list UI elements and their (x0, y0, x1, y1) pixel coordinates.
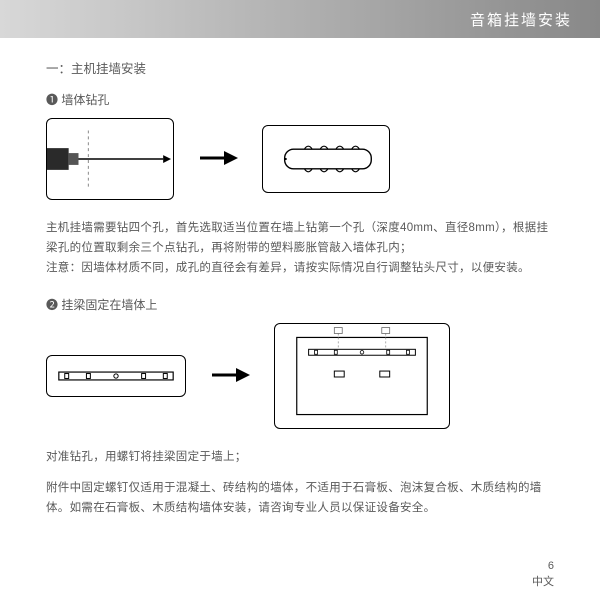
step2-text1: 对准钻孔，用螺钉将挂梁固定于墙上； (46, 447, 554, 467)
header-title: 音箱挂墙安装 (470, 9, 572, 30)
page-footer: 6 中文 (532, 559, 554, 590)
arrow-icon (198, 143, 238, 175)
step1-text: 主机挂墙需要钻四个孔，首先选取适当位置在墙上钻第一个孔（深度40mm、直径8mm… (46, 218, 554, 278)
bracket-diagram (46, 355, 186, 397)
step2-text2: 附件中固定螺钉仅适用于混凝土、砖结构的墙体，不适用于石膏板、泡沫复合板、木质结构… (46, 478, 554, 518)
drill-diagram (46, 118, 174, 200)
step2-label: ❷ 挂梁固定在墙体上 (46, 296, 554, 313)
page-number: 6 (532, 559, 554, 574)
step1-label: ❶ 墙体钻孔 (46, 91, 554, 108)
content-area: 一：主机挂墙安装 ❶ 墙体钻孔 (0, 38, 600, 518)
anchor-diagram (262, 125, 390, 193)
wall-mount-diagram (274, 323, 450, 429)
header-bar: 音箱挂墙安装 (0, 0, 600, 38)
step1-diagram-row (46, 118, 554, 200)
page-lang: 中文 (532, 575, 554, 590)
arrow-icon (210, 360, 250, 392)
step2-diagram-row (46, 323, 554, 429)
section-title: 一：主机挂墙安装 (46, 58, 554, 77)
